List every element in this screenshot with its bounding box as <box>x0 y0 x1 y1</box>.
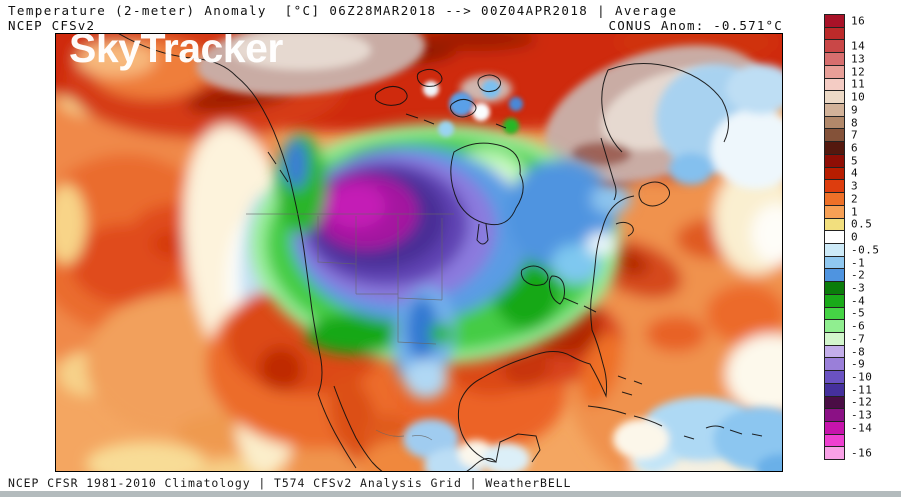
colorbar-cell: -12 <box>824 395 872 410</box>
colorbar-label: -1 <box>851 256 866 270</box>
colorbar-cell: 14 <box>824 39 865 54</box>
colorbar-cell: -10 <box>824 370 872 384</box>
colorbar-cell: 16 <box>824 14 865 28</box>
colorbar-cell <box>824 26 845 41</box>
colorbar-cell: -8 <box>824 344 865 359</box>
colorbar-label: 5 <box>851 154 859 168</box>
colorbar-label: -7 <box>851 332 866 346</box>
colorbar-label: 10 <box>851 90 866 104</box>
colorbar-label: -12 <box>851 395 873 409</box>
colorbar-cell: -16 <box>824 446 872 461</box>
colorbar-cell: -2 <box>824 268 865 283</box>
colorbar-label: -0.5 <box>851 243 880 257</box>
colorbar: 16 14 13 12 11 10 9 8 7 6 5 4 3 2 1 0.5 0 -0.5 -1 -2 -3 -4 -5-… <box>824 14 879 461</box>
colorbar-cell: -13 <box>824 408 872 422</box>
colorbar-label: 1 <box>851 205 859 219</box>
colorbar-cell: 13 <box>824 52 865 66</box>
cold-anomaly-core <box>251 124 631 399</box>
colorbar-cell: -0.5 <box>824 242 879 257</box>
colorbar-cell: -14 <box>824 421 872 435</box>
colorbar-label: 13 <box>851 52 866 66</box>
colorbar-cell: -5 <box>824 306 865 321</box>
colorbar-cell: 12 <box>824 64 865 79</box>
colorbar-cell: -6 <box>824 319 865 333</box>
colorbar-label: 14 <box>851 39 866 53</box>
colorbar-label: -8 <box>851 345 866 359</box>
map-canvas <box>56 34 782 471</box>
colorbar-label: -6 <box>851 319 866 333</box>
colorbar-label: 7 <box>851 128 859 142</box>
colorbar-cell: 1 <box>824 204 858 219</box>
model-label: NCEP CFSv2 <box>8 18 96 33</box>
colorbar-label: 8 <box>851 116 859 130</box>
colorbar-cell: -7 <box>824 331 865 346</box>
colorbar-cell: 2 <box>824 192 858 206</box>
colorbar-cell: -9 <box>824 357 865 372</box>
colorbar-cell: 9 <box>824 103 858 117</box>
colorbar-label: -3 <box>851 281 866 295</box>
colorbar-label: -13 <box>851 408 873 422</box>
archipelago-speckles <box>423 80 523 137</box>
colorbar-label: 0.5 <box>851 217 873 231</box>
tropical-cool-patches <box>403 64 782 471</box>
colorbar-label: -4 <box>851 294 866 308</box>
colorbar-label: -10 <box>851 370 873 384</box>
colorbar-cell: -4 <box>824 293 865 308</box>
colorbar-label: -9 <box>851 357 866 371</box>
map-title: Temperature (2-meter) Anomaly [°C] 06Z28… <box>8 3 678 18</box>
colorbar-cell: 0.5 <box>824 217 872 232</box>
colorbar-cell: -11 <box>824 382 872 397</box>
colorbar-label: 4 <box>851 166 859 180</box>
colorbar-cell: 10 <box>824 90 865 105</box>
colorbar-cell: 0 <box>824 230 858 244</box>
colorbar-cell: 3 <box>824 179 858 194</box>
colorbar-label: -2 <box>851 268 866 282</box>
colorbar-cell: 5 <box>824 153 858 168</box>
coastlines <box>118 34 763 471</box>
colorbar-label: 3 <box>851 179 859 193</box>
colorbar-label: 12 <box>851 65 866 79</box>
anomaly-map: SkyTracker <box>55 33 783 472</box>
colorbar-label: -5 <box>851 306 866 320</box>
colorbar-label: 6 <box>851 141 859 155</box>
colorbar-label: 16 <box>851 14 866 28</box>
colorbar-cell: -3 <box>824 281 865 295</box>
colorbar-cell: 8 <box>824 115 858 130</box>
bottom-gray-bar <box>0 491 901 497</box>
colorbar-label: 11 <box>851 77 866 91</box>
colorbar-cell: 7 <box>824 128 858 143</box>
conus-anomaly-value: CONUS Anom: -0.571°C <box>608 18 783 33</box>
colorbar-label: 0 <box>851 230 859 244</box>
skytracker-watermark: SkyTracker <box>69 33 283 71</box>
colorbar-cell: 6 <box>824 141 858 155</box>
colorbar-cell: 4 <box>824 166 858 181</box>
colorbar-cell <box>824 433 845 448</box>
colorbar-label: -11 <box>851 383 873 397</box>
colorbar-label: 2 <box>851 192 859 206</box>
colorbar-label: -14 <box>851 421 873 435</box>
state-borders <box>246 213 454 441</box>
colorbar-cell: -1 <box>824 255 865 270</box>
colorbar-label: 9 <box>851 103 859 117</box>
footer-credit: NCEP CFSR 1981-2010 Climatology | T574 C… <box>8 476 572 490</box>
colorbar-cell: 11 <box>824 77 865 92</box>
colorbar-label: -16 <box>851 446 873 460</box>
